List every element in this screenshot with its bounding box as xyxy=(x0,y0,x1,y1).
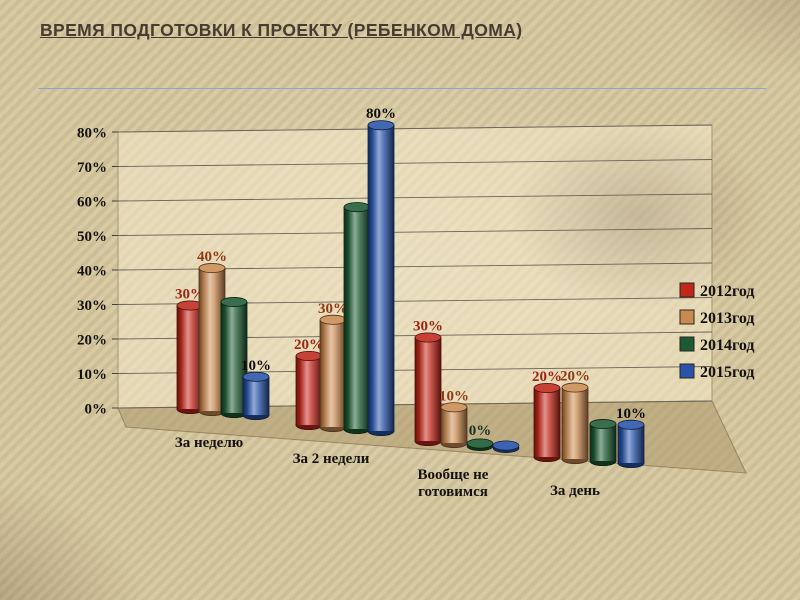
legend-label: 2012год xyxy=(700,283,755,300)
cylinder-bar xyxy=(367,120,395,436)
grid-line xyxy=(117,228,713,236)
data-label: 30% xyxy=(318,301,348,317)
cylinder-bar xyxy=(492,440,520,453)
legend-swatch xyxy=(679,336,695,352)
cylinder-bar xyxy=(617,419,645,468)
cylinder-bar xyxy=(343,202,371,434)
grid-line xyxy=(117,193,713,202)
y-axis-label: 20% xyxy=(77,333,107,349)
y-axis-label: 0% xyxy=(85,402,108,418)
legend-label: 2014год xyxy=(700,337,755,354)
y-axis-label: 50% xyxy=(77,229,107,245)
data-label: 20% xyxy=(560,369,590,385)
legend-item: 2015год xyxy=(679,363,755,381)
cylinder-bar xyxy=(589,419,617,466)
data-label: 80% xyxy=(366,106,396,122)
legend-swatch xyxy=(679,282,695,298)
cylinder-bar xyxy=(440,402,468,448)
cylinder-bar xyxy=(319,314,347,432)
y-axis-label: 80% xyxy=(77,126,107,142)
cylinder-bar xyxy=(242,371,270,420)
data-label: 10% xyxy=(439,388,469,404)
category-label: готовимся xyxy=(418,484,488,500)
shadow-vignette xyxy=(510,120,770,310)
cylinder-bar xyxy=(414,332,442,446)
y-axis-label: 60% xyxy=(77,195,107,211)
y-axis-label: 30% xyxy=(77,298,107,314)
legend-item: 2014год xyxy=(679,336,755,354)
category-label: Вообще не xyxy=(418,467,489,483)
cylinder-bar xyxy=(466,438,494,451)
legend-label: 2013год xyxy=(700,310,755,327)
y-axis-label: 10% xyxy=(77,367,107,383)
bar-chart-canvas: 0% 10% 20% 30% 40% 50% 60% 70% 80% 30% 40% 10% За не… xyxy=(77,106,770,500)
data-label: 20% xyxy=(532,369,562,385)
legend-swatch xyxy=(679,309,695,325)
cylinder-bar xyxy=(295,350,323,430)
y-axis-label: 70% xyxy=(77,160,107,176)
cylinder-bar xyxy=(533,382,561,462)
grid-line xyxy=(117,159,713,167)
legend-item: 2012год xyxy=(679,282,755,300)
category-label: За день xyxy=(550,483,600,499)
data-label: 10% xyxy=(616,406,646,422)
slide-title: ВРЕМЯ ПОДГОТОВКИ К ПРОЕКТУ (РЕБЕНКОМ ДОМ… xyxy=(40,20,523,40)
data-label: 30% xyxy=(175,287,205,303)
cylinder-bar xyxy=(561,382,589,464)
data-label: 20% xyxy=(294,337,324,353)
title-divider-line xyxy=(38,88,766,89)
data-label: 0% xyxy=(469,423,492,439)
legend-swatch xyxy=(679,363,695,379)
category-label: За 2 недели xyxy=(293,451,370,467)
grid-line xyxy=(117,124,713,133)
legend-label: 2015год xyxy=(700,364,755,381)
data-label: 30% xyxy=(413,319,443,335)
legend-item: 2013год xyxy=(679,309,755,327)
data-label: 40% xyxy=(197,249,227,265)
y-axis-label: 40% xyxy=(77,264,107,280)
data-label: 10% xyxy=(241,358,271,374)
category-label: За неделю xyxy=(175,435,243,451)
